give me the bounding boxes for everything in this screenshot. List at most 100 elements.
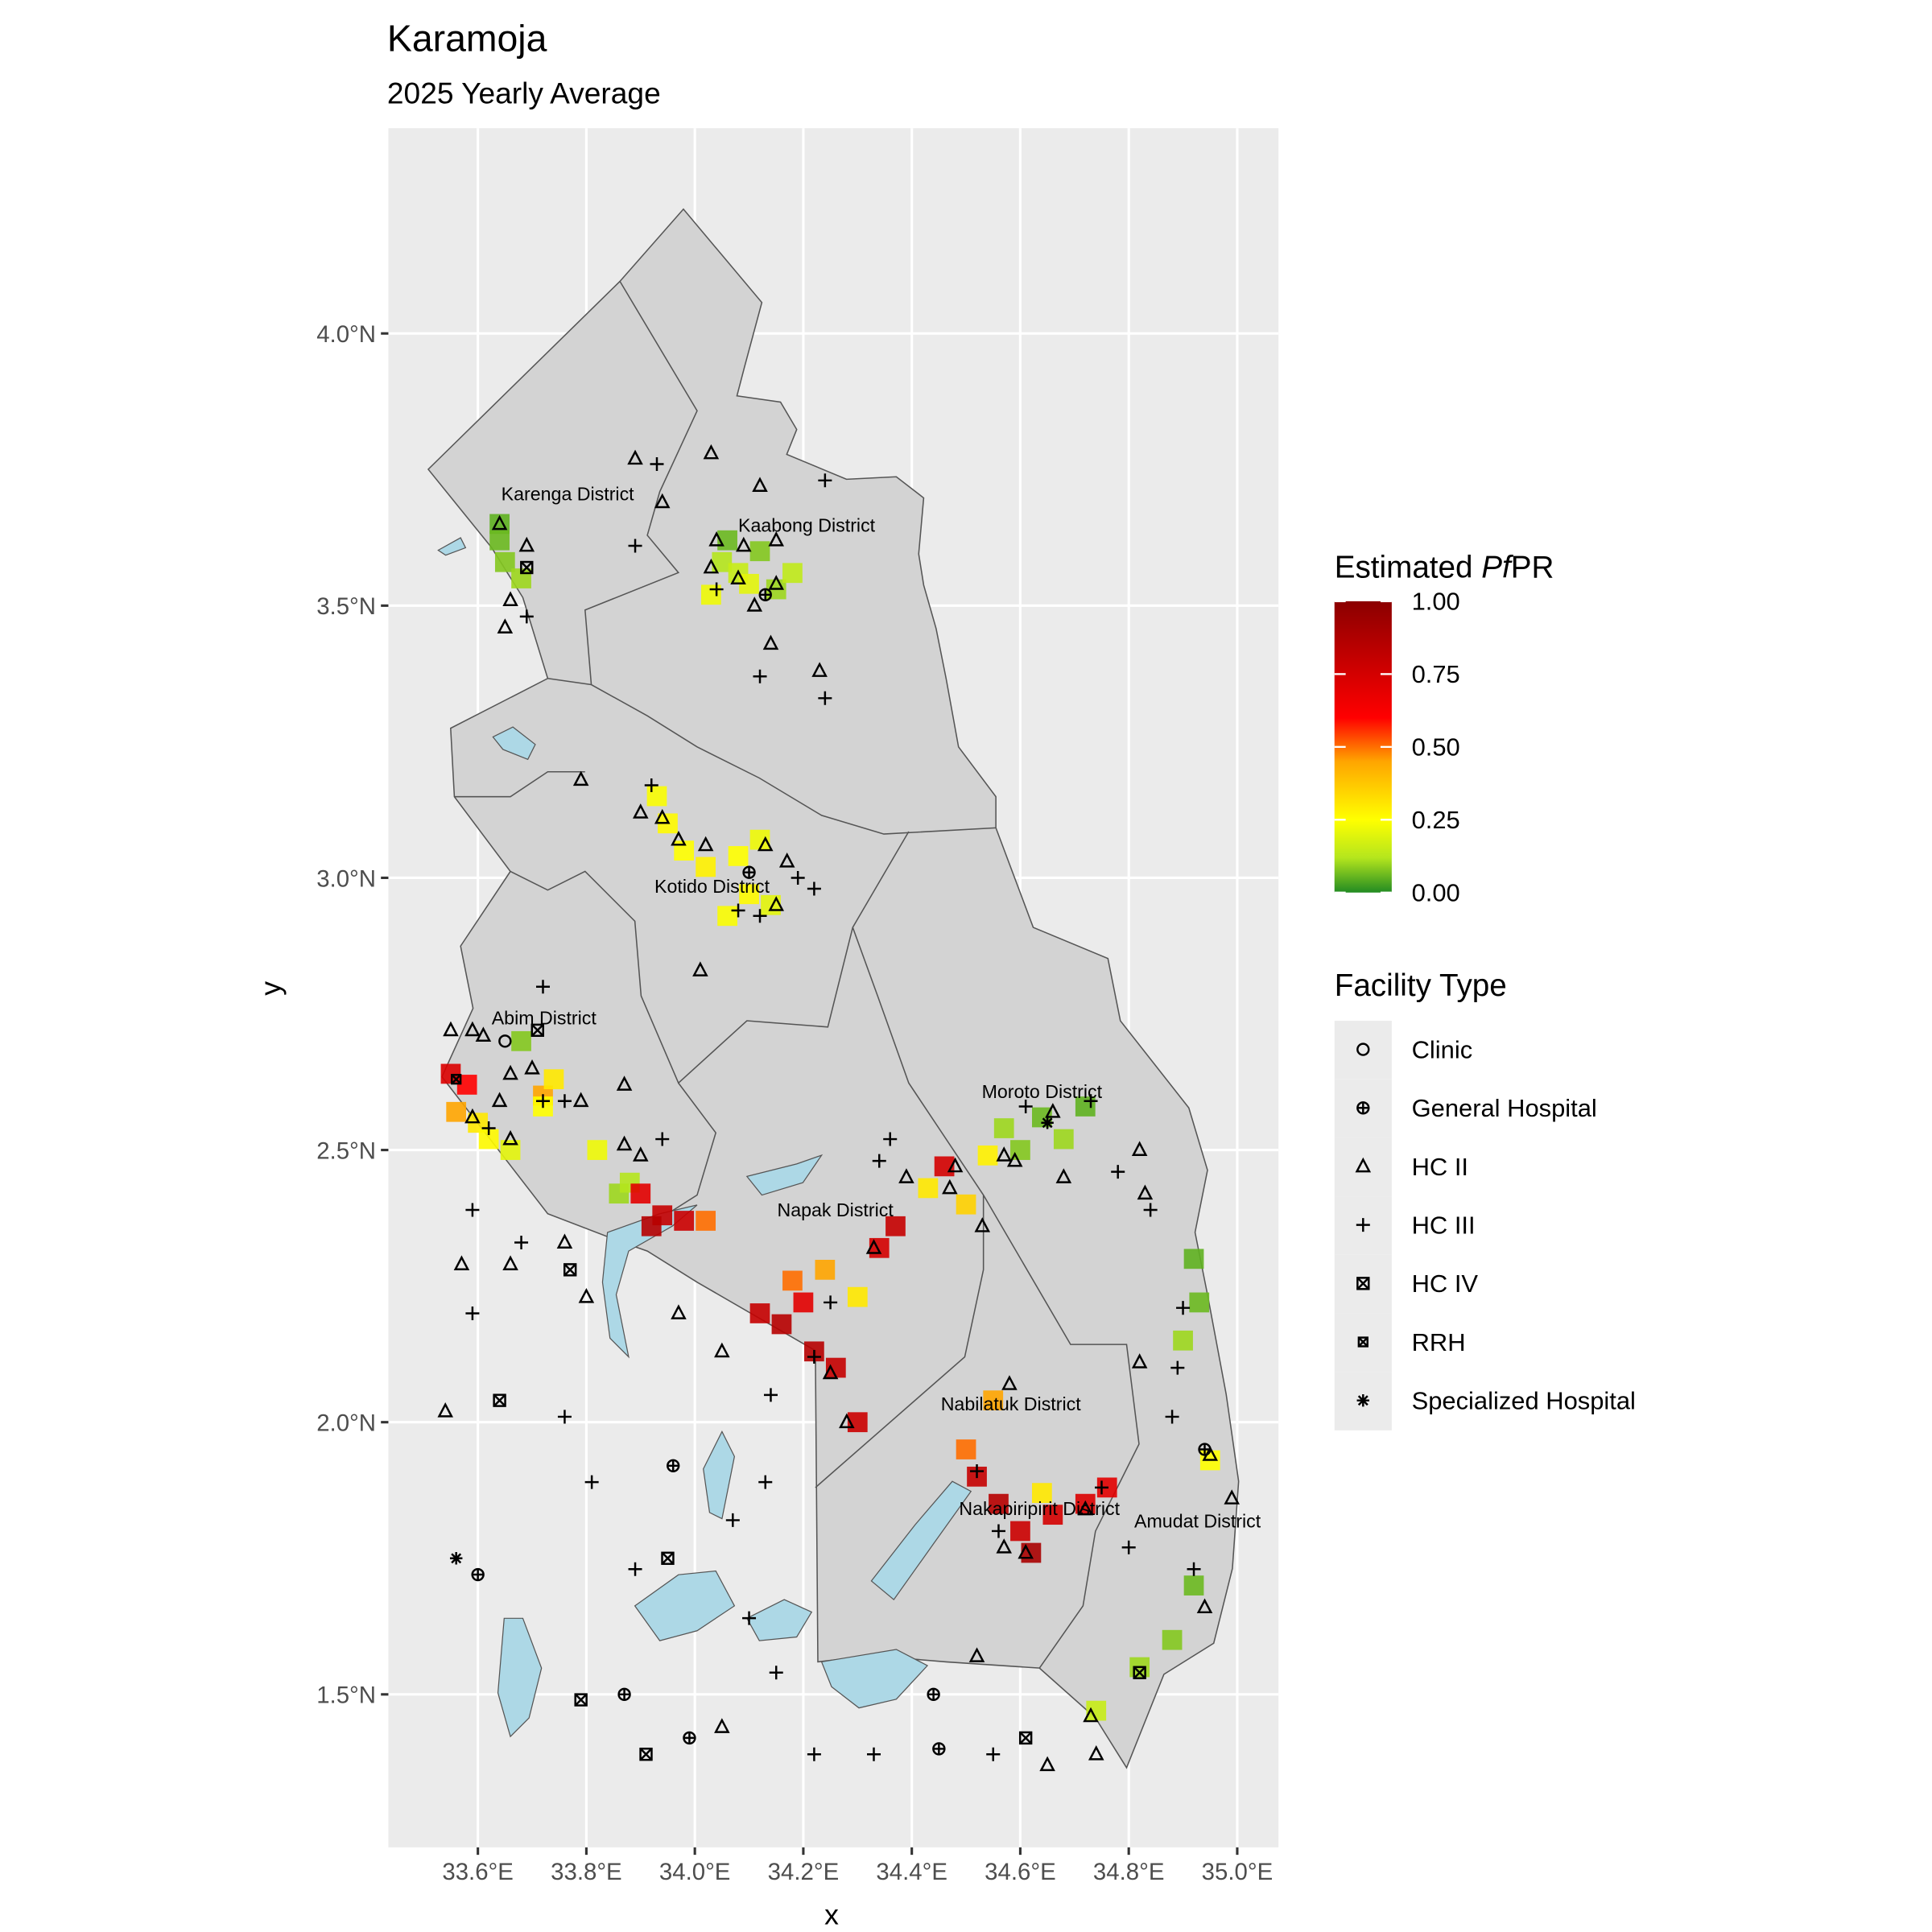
symbol-part [465, 1306, 480, 1320]
symbol-part [475, 1026, 492, 1042]
symbol-part [514, 1236, 529, 1250]
symbol-part [818, 691, 832, 705]
facility-symbol [491, 1092, 508, 1108]
facility-symbol [753, 669, 767, 683]
facility-symbol [865, 1239, 882, 1254]
facility-symbol [758, 588, 772, 602]
symbol-part [1111, 1165, 1125, 1179]
symbol-part [491, 1092, 508, 1108]
symbol-part [768, 575, 785, 590]
pfpr-cell [761, 894, 781, 915]
facility-symbol [822, 1364, 839, 1380]
facility-symbol [443, 1021, 459, 1037]
symbol-part [703, 558, 720, 574]
symbol-part [661, 1551, 675, 1565]
symbol-part [644, 778, 658, 793]
facility-symbol [518, 536, 535, 552]
colorbar-title-part: Estimated [1335, 551, 1482, 585]
y-tick-label: 2.5°N [316, 1137, 376, 1164]
district-boundary [584, 281, 698, 685]
facility-symbol [824, 1295, 838, 1310]
symbol-part [1041, 1117, 1054, 1129]
facility-symbol [497, 618, 514, 634]
facility-symbol [1133, 1666, 1146, 1679]
facility-symbol [986, 1747, 1001, 1761]
pfpr-cell [749, 1303, 770, 1323]
facility-symbol [464, 1021, 481, 1037]
facility-symbol [996, 1146, 1012, 1162]
symbol-part [1045, 1103, 1061, 1118]
symbol-part [1077, 1500, 1094, 1516]
pfpr-cell [782, 563, 803, 584]
pfpr-cell [587, 1140, 608, 1160]
symbol-part [1224, 1489, 1240, 1505]
facility-symbol [883, 1132, 898, 1146]
symbol-part [572, 1092, 589, 1108]
facility-symbol [1356, 1393, 1370, 1407]
lake [820, 1649, 929, 1709]
facility-symbol [1357, 1336, 1368, 1348]
facility-symbol [493, 1393, 506, 1407]
symbol-part [822, 1364, 839, 1380]
colorbar-label: 0.00 [1412, 879, 1460, 907]
symbol-part [807, 1747, 821, 1761]
symbol-part [731, 903, 745, 918]
facility-symbol [1055, 1168, 1072, 1183]
symbol-part [1165, 1410, 1179, 1424]
district-label: Abim District [492, 1008, 597, 1029]
legend-label: HC II [1412, 1153, 1468, 1181]
pfpr-cell [1042, 1505, 1063, 1525]
facility-symbol [898, 1168, 914, 1183]
symbol-part [1356, 1218, 1370, 1232]
facility-symbol [1176, 1301, 1191, 1315]
colorbar-title-part: PR [1511, 551, 1554, 585]
symbol-part [1356, 1393, 1370, 1407]
symbol-part [464, 1108, 481, 1124]
facility-symbol [996, 1538, 1012, 1554]
district-label: Nabilatuk District [941, 1393, 1082, 1414]
symbol-part [1202, 1446, 1219, 1461]
symbol-part [759, 588, 771, 601]
facility-symbol [451, 1074, 462, 1085]
district-label: Moroto District [982, 1081, 1103, 1102]
symbol-part [703, 444, 720, 460]
facility-symbol [465, 1203, 480, 1217]
pfpr-cell [993, 1118, 1014, 1138]
facility-symbol [671, 1304, 687, 1319]
facility-symbol [683, 1731, 696, 1745]
facility-symbol [1041, 1117, 1054, 1129]
symbol-part [1355, 1157, 1372, 1173]
symbol-part [791, 870, 805, 885]
facility-symbol [535, 980, 551, 994]
facility-symbol [557, 1410, 572, 1424]
colorbar-label: 0.75 [1412, 660, 1460, 688]
symbol-part [1088, 1745, 1104, 1761]
facility-symbol [578, 1288, 595, 1303]
symbol-part [472, 1569, 484, 1581]
symbol-part [1121, 1540, 1136, 1554]
symbol-part [451, 1074, 461, 1084]
facility-symbol [1018, 1099, 1033, 1113]
facility-symbol [1018, 1731, 1033, 1745]
symbol-part [518, 536, 535, 552]
facility-symbol [769, 1666, 783, 1680]
pfpr-cell [886, 1216, 906, 1236]
x-tick-label: 34.8°E [1093, 1859, 1165, 1885]
symbol-part [757, 836, 774, 852]
facility-symbol [752, 477, 768, 492]
pfpr-cell [749, 541, 770, 562]
symbol-part [578, 1288, 595, 1303]
x-tick-label: 35.0°E [1202, 1859, 1274, 1885]
facility-symbol [736, 536, 752, 552]
pfpr-cell [956, 1194, 976, 1215]
symbol-part [1018, 1731, 1033, 1745]
symbol-part [746, 597, 763, 612]
symbol-part [996, 1146, 1012, 1162]
facility-symbol [616, 1135, 633, 1151]
legend: 0.00 0.25 0.50 0.75 1.00 Clinic General Hospit… [1334, 588, 1636, 1430]
facility-symbol [942, 1179, 958, 1195]
symbol-part [1039, 1756, 1055, 1772]
facility-symbol [807, 1747, 821, 1761]
lake [745, 1154, 824, 1196]
pfpr-cell [1183, 1249, 1204, 1269]
